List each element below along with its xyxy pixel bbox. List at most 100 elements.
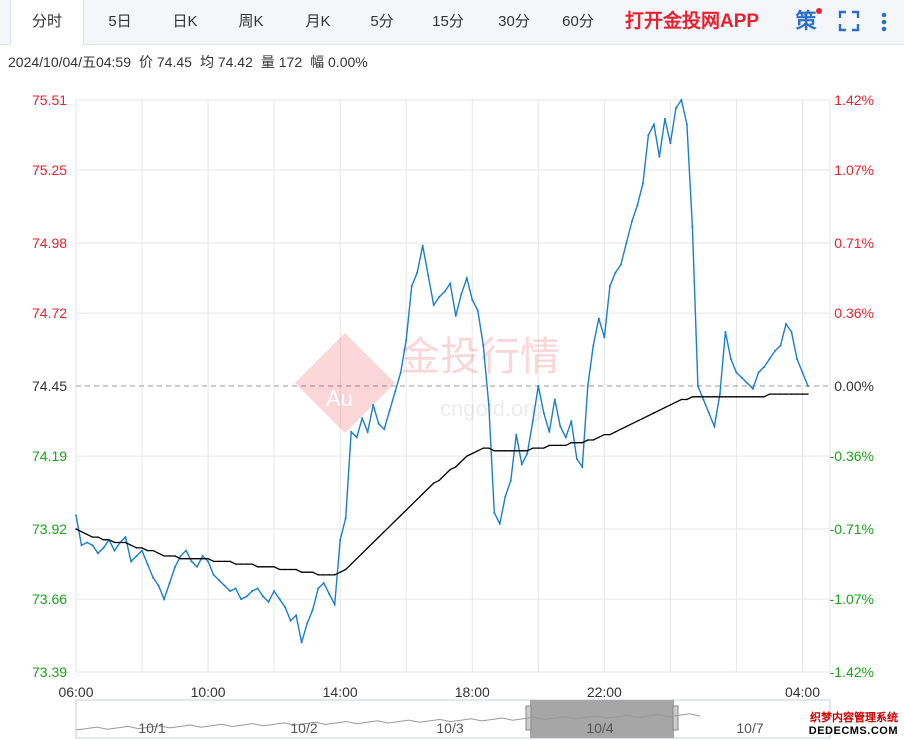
price-point	[630, 220, 633, 223]
price-point	[773, 349, 776, 352]
price-point	[806, 385, 809, 387]
price-point	[289, 619, 292, 622]
average-point	[229, 560, 231, 563]
average-point	[146, 549, 149, 552]
navigator-selection[interactable]	[530, 700, 674, 738]
average-point	[119, 541, 121, 544]
average-point	[592, 439, 595, 441]
navigator-handle-right[interactable]	[672, 705, 679, 731]
price-point	[641, 182, 644, 185]
strategy-icon[interactable]: 策	[795, 10, 817, 33]
average-point	[515, 450, 517, 452]
price-point	[229, 590, 232, 593]
y-tick-label: 74.45	[32, 378, 67, 394]
average-point	[91, 536, 94, 538]
average-point	[416, 498, 418, 501]
average-point	[427, 487, 429, 490]
average-point	[168, 555, 171, 557]
average-point	[537, 447, 540, 449]
price-point	[663, 117, 666, 120]
average-point	[768, 393, 771, 395]
average-point	[565, 444, 567, 447]
chart-grid	[75, 99, 831, 673]
average-point	[190, 557, 193, 560]
tab-daily-k[interactable]: 日K	[172, 13, 198, 30]
x-tick-label: 04:00	[785, 684, 820, 700]
price-point	[278, 598, 281, 601]
average-point	[504, 450, 506, 452]
price-point	[157, 584, 160, 587]
average-point	[130, 544, 132, 546]
average-point	[543, 447, 545, 449]
average-point	[581, 441, 584, 444]
open-app-link[interactable]: 打开金投网APP	[625, 11, 760, 32]
average-point	[201, 557, 204, 560]
price-point	[102, 546, 105, 549]
price-point	[570, 420, 573, 423]
price-point	[509, 479, 512, 482]
tab-60min[interactable]: 60分	[562, 13, 594, 30]
price-point	[779, 344, 782, 347]
price-point	[680, 99, 683, 101]
average-point	[559, 444, 562, 447]
tab-30min[interactable]: 30分	[498, 13, 530, 30]
price-point	[295, 614, 298, 617]
price-point	[592, 344, 595, 347]
more-menu-icon[interactable]	[877, 8, 891, 36]
price-point	[493, 511, 496, 514]
price-point	[586, 385, 589, 387]
average-point	[108, 539, 110, 541]
price-point	[328, 592, 331, 595]
tab-5min[interactable]: 5分	[370, 13, 394, 30]
average-point	[212, 560, 215, 563]
price-point	[702, 398, 705, 401]
price-point	[625, 242, 628, 244]
fullscreen-icon[interactable]	[838, 10, 860, 32]
price-point	[333, 603, 336, 606]
price-point	[300, 641, 303, 644]
pct-tick-label: 0.36%	[834, 305, 874, 321]
average-point	[179, 557, 182, 560]
price-point	[245, 595, 248, 598]
pct-tick-label: 1.07%	[834, 162, 874, 178]
average-point	[477, 450, 479, 452]
average-point	[157, 552, 160, 554]
average-point	[438, 479, 440, 482]
average-point	[785, 393, 787, 395]
tab-weekly-k[interactable]: 周K	[238, 13, 264, 30]
price-point	[196, 565, 199, 568]
price-point	[124, 536, 127, 539]
average-point	[642, 417, 644, 420]
price-point	[718, 393, 721, 396]
average-point	[521, 450, 523, 452]
average-point	[752, 396, 754, 398]
price-point	[267, 600, 270, 603]
tab-monthly-k[interactable]: 月K	[305, 13, 331, 30]
average-point	[598, 436, 600, 438]
price-point	[443, 290, 446, 293]
average-point	[708, 396, 710, 398]
tab-intraday[interactable]: 分时	[10, 0, 84, 45]
intraday-chart[interactable]: Au 金投行情 cngold.org 75.5175.2574.9874.727…	[0, 88, 904, 740]
x-axis: 06:00 10:00 14:00 18:00 22:00 04:00	[58, 684, 820, 700]
average-point	[207, 557, 209, 560]
average-point	[102, 539, 105, 541]
y-tick-label: 73.92	[32, 521, 67, 537]
range-navigator[interactable]: 10/1 10/2 10/3 10/4 10/7	[75, 699, 831, 739]
price-point	[476, 309, 479, 312]
average-point	[488, 447, 490, 449]
average-point	[196, 557, 198, 560]
average-point	[779, 393, 782, 395]
price-point	[735, 371, 738, 374]
price-point	[306, 622, 309, 625]
tab-15min[interactable]: 15分	[432, 13, 464, 30]
average-point	[587, 439, 589, 441]
price-point	[388, 409, 391, 412]
average-point	[763, 396, 765, 398]
price-point	[713, 425, 716, 428]
price-point	[405, 339, 408, 342]
average-point	[801, 393, 804, 395]
average-point	[80, 530, 83, 533]
watermark-badge: Au	[326, 386, 353, 411]
tab-5day[interactable]: 5日	[108, 13, 132, 30]
